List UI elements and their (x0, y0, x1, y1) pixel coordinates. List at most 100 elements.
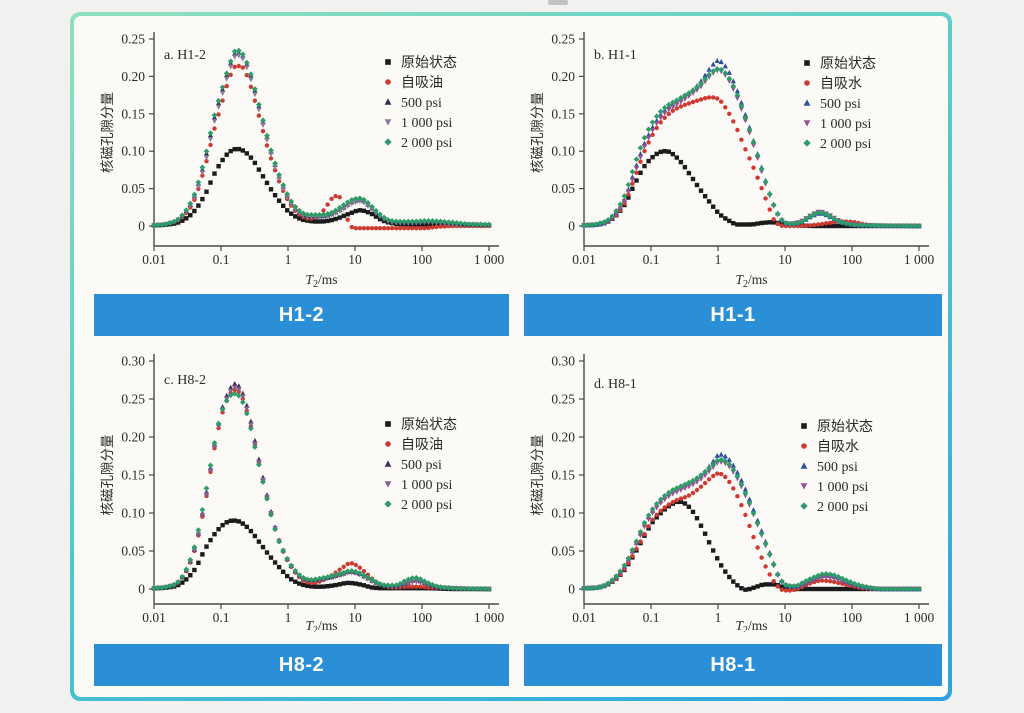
svg-text:10: 10 (778, 252, 792, 267)
svg-text:自吸油: 自吸油 (401, 75, 443, 91)
svg-text:2 000 psi: 2 000 psi (401, 136, 452, 151)
chart-h8-2: 0 0.05 0.10 0.15 0.20 0.25 0.30 0.01 0.1 1 10 100 1 … (100, 354, 504, 633)
svg-text:1: 1 (285, 610, 292, 625)
y-axis-label: 核磁孔隙分量 (100, 435, 115, 516)
x-axis-ticks: 0.01 0.1 1 10 100 1 000 (142, 246, 504, 267)
chart-h1-1: 0 0.05 0.10 0.15 0.20 0.25 0.01 0.1 1 10 100 1 000 核… (530, 32, 934, 291)
svg-text:0.25: 0.25 (121, 32, 145, 47)
series (581, 451, 922, 592)
series (581, 95, 922, 229)
svg-text:0.15: 0.15 (121, 106, 145, 121)
y-axis-ticks: 0 0.05 0.10 0.15 0.20 0.25 0.30 (121, 354, 154, 597)
x-axis-label: T2/ms (305, 618, 337, 632)
svg-text:0: 0 (568, 582, 575, 597)
svg-text:0.05: 0.05 (121, 544, 145, 559)
x-axis-ticks: 0.01 0.1 1 10 100 1 000 (572, 604, 934, 625)
svg-text:0.25: 0.25 (551, 392, 575, 407)
svg-text:0.10: 0.10 (551, 144, 575, 159)
y-axis-ticks: 0 0.05 0.10 0.15 0.20 0.25 (121, 32, 154, 234)
svg-text:0.15: 0.15 (121, 468, 145, 483)
svg-text:0.20: 0.20 (551, 430, 575, 445)
panel-label: d. H8-1 (594, 377, 637, 392)
svg-text:0.1: 0.1 (213, 252, 230, 267)
svg-text:1: 1 (715, 610, 722, 625)
svg-text:500 psi: 500 psi (817, 460, 858, 475)
svg-text:0.01: 0.01 (142, 252, 166, 267)
svg-text:0.10: 0.10 (121, 506, 145, 521)
svg-text:0.10: 0.10 (551, 506, 575, 521)
svg-text:1 000: 1 000 (474, 610, 505, 625)
x-axis-ticks: 0.01 0.1 1 10 100 1 000 (142, 604, 504, 625)
svg-text:0.05: 0.05 (121, 181, 145, 196)
y-axis-label: 核磁孔隙分量 (100, 92, 115, 173)
svg-text:500 psi: 500 psi (401, 96, 442, 111)
panel-label: c. H8-2 (164, 373, 206, 388)
svg-text:100: 100 (842, 610, 863, 625)
svg-text:2 000 psi: 2 000 psi (820, 137, 871, 152)
svg-text:0.05: 0.05 (551, 544, 575, 559)
svg-text:1 000: 1 000 (904, 252, 935, 267)
svg-text:500 psi: 500 psi (820, 97, 861, 112)
svg-text:100: 100 (412, 610, 433, 625)
y-axis-ticks: 0 0.05 0.10 0.15 0.20 0.25 (551, 32, 584, 234)
svg-text:0: 0 (138, 582, 145, 597)
svg-text:0.20: 0.20 (121, 430, 145, 445)
banner-h1-1: H1-1 (524, 294, 942, 336)
panel-label: a. H1-2 (164, 48, 206, 63)
svg-text:10: 10 (348, 252, 362, 267)
svg-text:0.15: 0.15 (551, 106, 575, 121)
cropped-text-fragment (548, 0, 568, 5)
banner-h1-2: H1-2 (94, 294, 509, 336)
svg-text:原始状态: 原始状态 (401, 55, 457, 71)
svg-text:0.01: 0.01 (572, 252, 596, 267)
svg-text:10: 10 (348, 610, 362, 625)
axes (583, 32, 929, 247)
axes (153, 32, 499, 247)
series (581, 149, 922, 229)
x-axis-ticks: 0.01 0.1 1 10 100 1 000 (572, 246, 934, 267)
svg-text:0.1: 0.1 (213, 610, 230, 625)
figure-frame: 0 0.05 0.10 0.15 0.20 0.25 0.01 0.1 1 10 100 1 000 核… (70, 12, 952, 701)
y-axis-label: 核磁孔隙分量 (530, 435, 545, 516)
svg-text:0.01: 0.01 (142, 610, 166, 625)
svg-text:1: 1 (285, 252, 292, 267)
chart-h1-2: 0 0.05 0.10 0.15 0.20 0.25 0.01 0.1 1 10 100 1 000 核… (100, 32, 504, 291)
svg-text:原始状态: 原始状态 (401, 417, 457, 433)
svg-text:0.10: 0.10 (121, 144, 145, 159)
axes (583, 354, 929, 605)
svg-text:1 000: 1 000 (474, 252, 505, 267)
svg-text:1 000 psi: 1 000 psi (820, 117, 871, 132)
svg-text:0.20: 0.20 (551, 69, 575, 84)
svg-text:自吸水: 自吸水 (820, 76, 862, 92)
y-axis-ticks: 0 0.05 0.10 0.15 0.20 0.25 0.30 (551, 354, 584, 597)
svg-text:0.20: 0.20 (121, 69, 145, 84)
x-axis-label: T2/ms (735, 618, 767, 632)
series (581, 471, 922, 593)
svg-text:自吸水: 自吸水 (817, 439, 859, 455)
svg-text:500 psi: 500 psi (401, 458, 442, 473)
panel-label: b. H1-1 (594, 48, 637, 63)
svg-text:0: 0 (138, 219, 145, 234)
svg-text:100: 100 (842, 252, 863, 267)
svg-text:2 000 psi: 2 000 psi (817, 500, 868, 515)
svg-text:原始状态: 原始状态 (820, 56, 876, 72)
svg-text:0.05: 0.05 (551, 181, 575, 196)
banner-h8-2: H8-2 (94, 644, 509, 686)
svg-text:0.25: 0.25 (551, 32, 575, 47)
svg-text:0.25: 0.25 (121, 392, 145, 407)
svg-text:1 000: 1 000 (904, 610, 935, 625)
svg-text:0.01: 0.01 (572, 610, 596, 625)
series (581, 457, 922, 592)
figure-panel-background: 0 0.05 0.10 0.15 0.20 0.25 0.01 0.1 1 10 100 1 000 核… (74, 16, 948, 697)
svg-text:0.30: 0.30 (121, 354, 145, 369)
svg-text:自吸油: 自吸油 (401, 437, 443, 453)
axes (153, 354, 499, 605)
y-axis-label: 核磁孔隙分量 (530, 92, 545, 173)
x-axis-label: T2/ms (735, 272, 767, 290)
svg-text:0: 0 (568, 219, 575, 234)
svg-text:1: 1 (715, 252, 722, 267)
